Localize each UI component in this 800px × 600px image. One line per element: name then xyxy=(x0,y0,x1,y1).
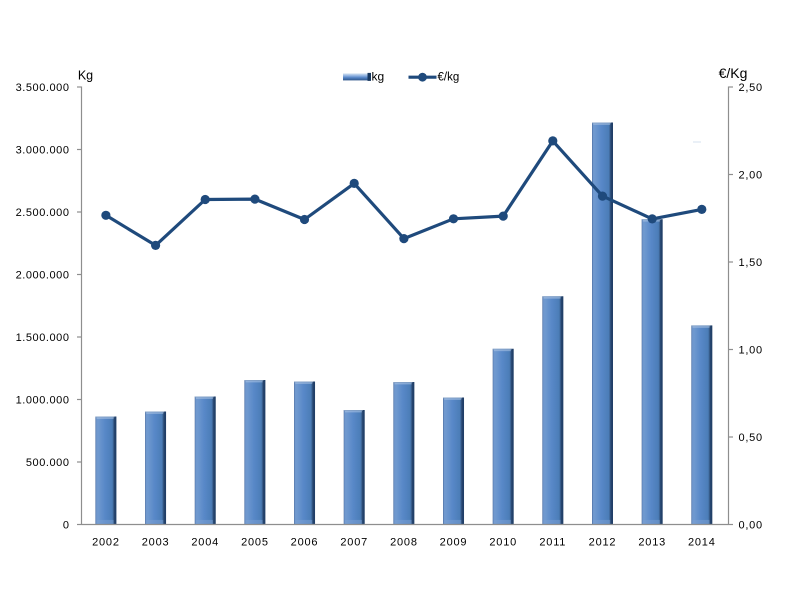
svg-text:0,50: 0,50 xyxy=(739,432,763,444)
svg-text:2,00: 2,00 xyxy=(739,170,763,182)
svg-text:3.000.000: 3.000.000 xyxy=(16,145,70,157)
svg-text:2004: 2004 xyxy=(191,537,219,549)
svg-text:Kg: Kg xyxy=(78,69,93,83)
svg-text:1.500.000: 1.500.000 xyxy=(16,332,70,344)
svg-text:500.000: 500.000 xyxy=(26,457,70,469)
svg-text:1,50: 1,50 xyxy=(739,257,763,269)
svg-text:2009: 2009 xyxy=(440,537,468,549)
svg-text:1,00: 1,00 xyxy=(739,345,763,357)
svg-text:2002: 2002 xyxy=(92,537,120,549)
svg-text:2010: 2010 xyxy=(489,537,517,549)
svg-text:kg: kg xyxy=(372,70,385,84)
svg-text:1.000.000: 1.000.000 xyxy=(16,395,70,407)
svg-text:2005: 2005 xyxy=(241,537,269,549)
svg-text:2006: 2006 xyxy=(291,537,319,549)
svg-text:€/kg: €/kg xyxy=(438,72,460,84)
svg-text:2.000.000: 2.000.000 xyxy=(16,270,70,282)
svg-text:€/Kg: €/Kg xyxy=(719,65,748,81)
svg-text:2003: 2003 xyxy=(142,537,170,549)
svg-text:0: 0 xyxy=(63,520,70,532)
svg-text:3.500.000: 3.500.000 xyxy=(16,82,70,94)
svg-text:2014: 2014 xyxy=(688,537,716,549)
svg-text:2,50: 2,50 xyxy=(739,82,763,94)
svg-text:2007: 2007 xyxy=(340,537,368,549)
svg-text:2013: 2013 xyxy=(638,537,666,549)
svg-text:2011: 2011 xyxy=(539,537,566,549)
svg-text:2012: 2012 xyxy=(589,537,617,549)
svg-text:2.500.000: 2.500.000 xyxy=(16,207,70,219)
svg-text:2008: 2008 xyxy=(390,537,418,549)
svg-text:0,00: 0,00 xyxy=(739,520,763,532)
